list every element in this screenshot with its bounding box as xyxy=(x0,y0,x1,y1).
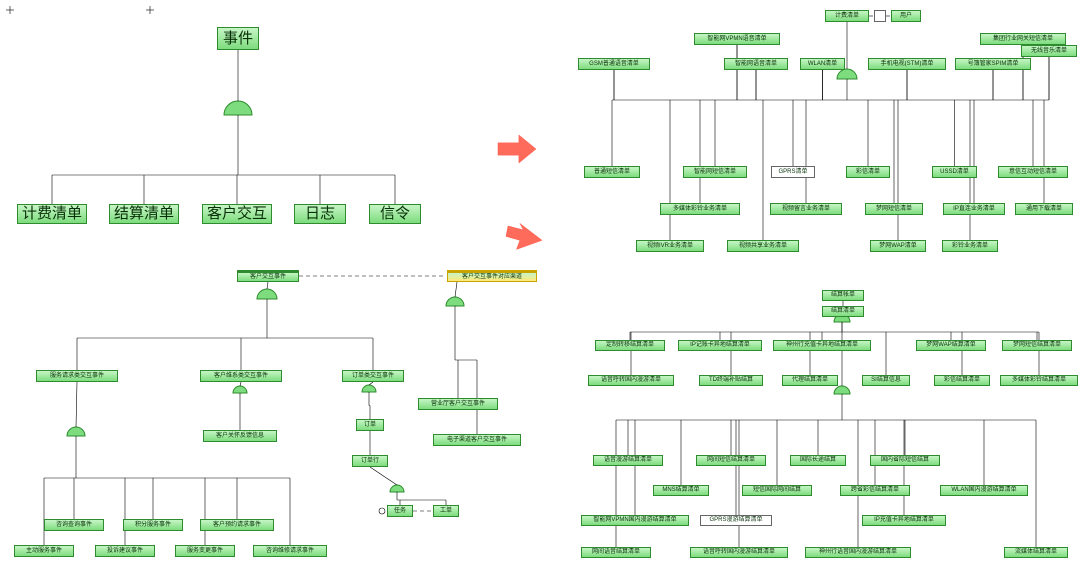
gate-b-order2 xyxy=(390,485,404,492)
gate-b-cust xyxy=(233,386,247,393)
b-n-ord: 订单 xyxy=(356,419,384,431)
d-r3-4: 国内省际短信结算 xyxy=(870,455,940,466)
b-s7: 咨询维修请求事件 xyxy=(253,545,327,557)
diagram-canvas: 事件计费清单结算清单客户交互日志信令客户交互事件客户交互事件对应渠道服务请求类交… xyxy=(0,0,1080,575)
c-r2-2: 集团行业网关短信清单 xyxy=(980,33,1066,45)
d-r5-2: GPRS漫游结算清单 xyxy=(700,515,772,526)
b-s6: 服务变更事件 xyxy=(175,545,235,557)
d-r2-5: 彩信结算清单 xyxy=(934,375,990,386)
a-c3: 客户交互 xyxy=(202,204,272,224)
b-n-serv: 服务请求类交互事件 xyxy=(36,370,118,382)
d-r5-1: 智能网VPMN国内漫游结算清单 xyxy=(581,515,689,526)
gate-b-serv xyxy=(67,427,85,436)
d-r6-4: 流媒体结算清单 xyxy=(1004,547,1068,558)
b-n-wo: 工单 xyxy=(433,505,459,517)
d-r1-3: 神州行充值卡异地结算清单 xyxy=(773,340,871,351)
b-h2: 客户交互事件对应渠道 xyxy=(447,270,537,282)
d-r1-5: 梦网短信结算清单 xyxy=(1002,340,1072,351)
c-r6-3: 梦网WAP清单 xyxy=(870,240,926,252)
c-r4-6: 意信互动短信清单 xyxy=(998,166,1068,178)
c-r6-2: 视频共享业务清单 xyxy=(727,240,799,252)
b-h1: 客户交互事件 xyxy=(237,270,299,282)
arrow-right-bot xyxy=(506,223,542,249)
a-c1: 计费清单 xyxy=(17,204,87,224)
c-r5-2: 视频留言业务清单 xyxy=(770,203,842,215)
c-r5-4: IP直连业务清单 xyxy=(943,203,1005,215)
a-c5: 信令 xyxy=(369,204,421,224)
edge-layer xyxy=(0,0,1080,575)
d-r5-3: IP充值卡异地结算清单 xyxy=(862,515,946,526)
a-c4: 日志 xyxy=(294,204,346,224)
gate-b-ch xyxy=(446,297,464,306)
b-n-order: 订单类交互事件 xyxy=(342,370,404,382)
d-r6-3: 神州行语音国内漫游结算清单 xyxy=(805,547,911,558)
d-t1: 结算帐单 xyxy=(822,290,864,301)
d-r2-3: 代理结算清单 xyxy=(782,375,838,386)
c-r5-3: 梦网短信清单 xyxy=(865,203,923,215)
arrow-right-top xyxy=(498,135,536,163)
c-r3-4: 手机电视(STM)清单 xyxy=(868,58,946,70)
c-r3-1: GSM普通语音清单 xyxy=(578,58,650,70)
d-r3-1: 语音漫游结算清单 xyxy=(593,455,663,466)
gate-a1 xyxy=(224,101,252,115)
d-r6-2: 语音呼转国内漫游结算清单 xyxy=(690,547,788,558)
c-t1o xyxy=(874,10,886,22)
c-r5-5: 通用下载清单 xyxy=(1015,203,1073,215)
b-n-cust: 客户维系类交互事件 xyxy=(200,370,282,382)
d-r6-1: 网间语音结算清单 xyxy=(581,547,651,558)
b-n-ech: 电子渠道客户交互事件 xyxy=(433,434,521,446)
c-r6-4: 彩铃业务清单 xyxy=(942,240,998,252)
d-r4-4: WLAN国内漫游结算清单 xyxy=(940,485,1028,496)
c-r4-3: GPRS清单 xyxy=(771,166,815,178)
a-c2: 结算清单 xyxy=(109,204,179,224)
c-r6-1: 视频IVR业务清单 xyxy=(636,240,704,252)
c-t2: 用户 xyxy=(891,10,921,22)
b-n-custfb: 客户关怀反馈信息 xyxy=(203,430,277,442)
d-r1-4: 梦网WAP结算清单 xyxy=(916,340,986,351)
b-n-task: 任务 xyxy=(387,505,413,517)
c-r3-6: 无线音乐清单 xyxy=(1021,45,1077,57)
a-root: 事件 xyxy=(217,27,259,50)
b-s4: 主动服务事件 xyxy=(14,545,74,557)
d-r2-4: SI结算信息 xyxy=(862,375,910,386)
b-n-hall: 营业厅客户交互事件 xyxy=(418,398,498,410)
d-r4-3: 跨省彩信结算清单 xyxy=(840,485,910,496)
gate-b-order xyxy=(362,385,376,392)
c-r3-2: 智能网语音清单 xyxy=(724,58,788,70)
d-r3-2: 网间短信结算清单 xyxy=(696,455,766,466)
b-s1: 咨询查询事件 xyxy=(44,519,104,531)
d-r1-1: 定制转移结算清单 xyxy=(595,340,665,351)
gate-d-mid xyxy=(834,386,850,394)
gate-b1 xyxy=(257,289,277,299)
c-r3-5: 号簿管家SPIM清单 xyxy=(955,58,1031,70)
c-r4-1: 普通短信清单 xyxy=(584,166,640,178)
c-r4-2: 智能网短信清单 xyxy=(683,166,747,178)
b-s2: 积分服务事件 xyxy=(123,519,183,531)
b-s3: 客户预约请求事件 xyxy=(200,519,274,531)
d-r1-2: IP记账卡异地结算清单 xyxy=(678,340,762,351)
c-r3-3: WLAN清单 xyxy=(800,58,845,70)
c-r2-1: 智能网VPMN语音清单 xyxy=(694,33,780,45)
d-r4-2: 短信国际网间结算 xyxy=(742,485,812,496)
b-s5: 投诉建议事件 xyxy=(95,545,155,557)
c-r4-4: 彩信清单 xyxy=(846,166,890,178)
d-r2-6: 多媒体彩铃结算清单 xyxy=(1000,375,1078,386)
d-t2: 结算清单 xyxy=(822,306,864,317)
d-r3-3: 国际长途结算 xyxy=(790,455,846,466)
d-r2-2: TD终端补贴结算 xyxy=(699,375,763,386)
c-r4-5: USSD清单 xyxy=(932,166,977,178)
d-r2-1: 语音呼转国内漫游清单 xyxy=(588,375,674,386)
gate-c1 xyxy=(837,69,857,79)
d-r4-1: MNS结算清单 xyxy=(653,485,709,496)
b-n-ordln: 订单行 xyxy=(352,455,388,467)
c-t1: 计费清单 xyxy=(825,10,869,22)
c-r5-1: 多媒体彩铃业务清单 xyxy=(660,203,740,215)
